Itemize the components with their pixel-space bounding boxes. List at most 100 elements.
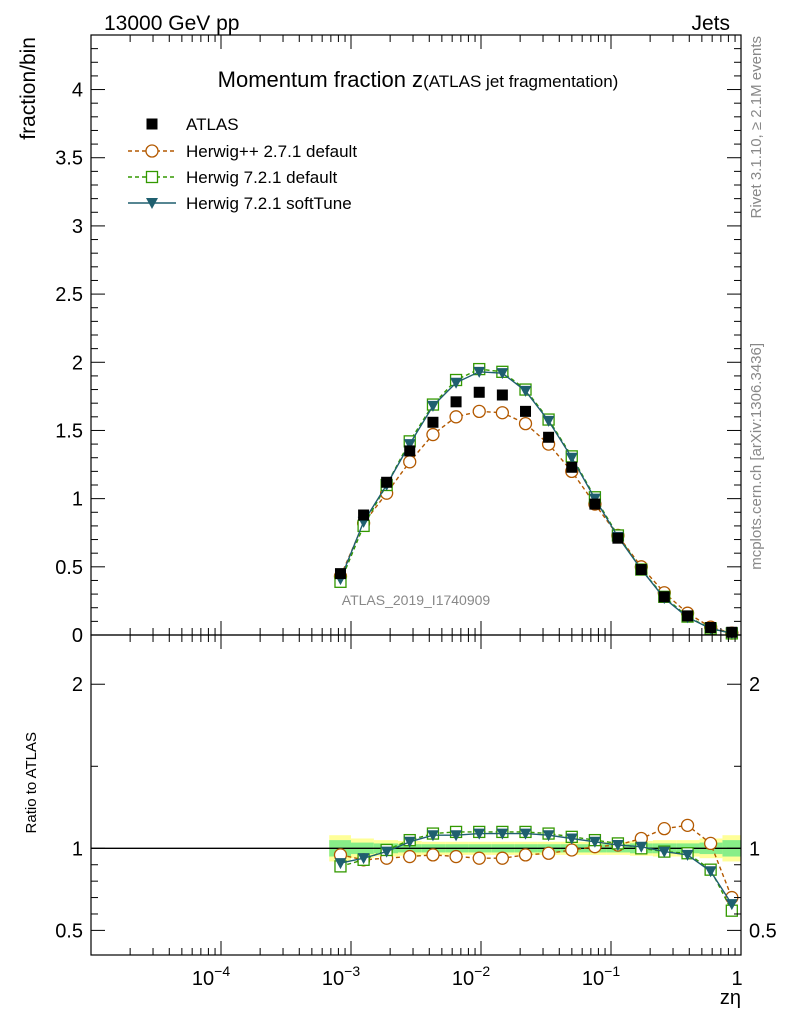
ratio-y-tick-label-right: 2: [749, 674, 760, 696]
main-herwig_softtune-point: [450, 377, 463, 389]
ratio-herwig_softtune-point: [450, 830, 463, 842]
main-herwig_pp-point: [403, 455, 417, 469]
main-herwig_softtune-point: [565, 452, 578, 464]
main-atlas-point: [682, 610, 694, 622]
main-y-tick-label: 1: [72, 489, 83, 511]
ratio-herwig_pp-line: [340, 824, 733, 898]
ratio-herwig_pp-point: [472, 851, 486, 865]
main-herwig_softtune-point: [519, 385, 532, 397]
x-tick-base: 10: [192, 968, 214, 990]
ratio-herwig_softtune-point: [611, 840, 624, 852]
main-atlas-point: [473, 386, 485, 398]
ratio-herwig_softtune-point: [725, 899, 738, 911]
ratio-herwig_pp-point: [703, 836, 718, 851]
x-tick-exponent: −1: [604, 963, 620, 979]
main-atlas-point: [658, 591, 670, 603]
ratio-y-tick-label-right: 1: [749, 838, 760, 860]
main-herwig_softtune-point: [496, 368, 509, 380]
x-tick-base: 10: [452, 968, 474, 990]
main-y-tick-label: 0: [72, 625, 83, 647]
collision-label: 13000 GeV pp: [104, 12, 239, 35]
x-tick-label: 10−1: [582, 963, 620, 990]
ratio-herwig_softtune-point: [635, 841, 648, 853]
ratio-herwig_softtune-point: [426, 830, 439, 842]
ratio-y-tick-label: 2: [72, 674, 83, 696]
x-tick-exponent: −4: [214, 963, 230, 979]
main-y-tick-label: 0.5: [55, 557, 83, 579]
rivet-info-label: Rivet 3.1.10, ≥ 2.1M events: [748, 36, 765, 219]
main-herwig_pp-point: [426, 427, 440, 442]
x-tick-base: 10: [322, 968, 344, 990]
legend: ATLAS Herwig++ 2.7.1 default Herwig 7.2.1 …: [128, 115, 357, 213]
main-atlas-point: [427, 416, 439, 428]
x-tick-label: 10−3: [322, 963, 360, 990]
main-atlas-point: [496, 389, 508, 401]
main-atlas-point: [520, 405, 532, 417]
ratio-herwig_pp-point: [426, 848, 440, 862]
main-atlas-point: [404, 445, 416, 457]
main-y-tick-label: 1.5: [55, 420, 83, 442]
x-tick-label: 1: [731, 968, 742, 990]
ratio-herwig_softtune-point: [588, 836, 601, 848]
main-title-sub: (ATLAS jet fragmentation): [423, 72, 618, 91]
main-atlas-point: [381, 476, 393, 488]
main-y-tick-label: 3: [72, 216, 83, 238]
watermark-label: ATLAS_2019_I1740909: [342, 592, 491, 608]
main-herwig_pp-point: [449, 410, 463, 424]
main-herwig_pp-point: [518, 416, 533, 431]
main-atlas-point: [450, 396, 462, 408]
ratio-panel: 0.5 0.51 12 2 10−4 10−3 10−2 10−1 1 Ratio to AT…: [23, 634, 777, 1009]
ratio-herwig_softtune-point: [334, 858, 347, 870]
ratio-herwig_softtune-point: [519, 828, 532, 840]
legend-marker-herwig_pp: [145, 144, 159, 158]
ratio-herwig_pp-point: [403, 849, 417, 864]
ratio-herwig_pp-point: [680, 818, 695, 833]
main-atlas-point: [635, 564, 647, 576]
x-tick-base: 1: [731, 968, 742, 990]
ratio-herwig_softtune-point: [704, 866, 717, 878]
ratio-herwig_softtune-point: [496, 828, 509, 840]
main-herwig_softtune-point: [473, 366, 486, 378]
main-atlas-point: [612, 532, 624, 544]
main-y-tick-label: 4: [72, 80, 83, 102]
ratio-herwig_softtune-point: [473, 828, 486, 840]
ratio-y-tick-label-right: 0.5: [749, 920, 777, 942]
main-herwig_pp-point: [495, 406, 510, 420]
ratio-herwig_pp-point: [518, 848, 533, 862]
process-label: Jets: [691, 12, 730, 35]
ratio-herwig_softtune-point: [681, 849, 694, 861]
ratio-herwig_softtune-point: [658, 846, 671, 858]
main-y-axis-label: fraction/bin: [17, 37, 40, 140]
ratio-y-tick-label: 0.5: [55, 920, 83, 942]
main-herwig_softtune-point: [426, 400, 439, 412]
ratio-y-axis-label: Ratio to ATLAS: [23, 732, 40, 833]
main-title: Momentum fraction z(ATLAS jet fragmentat…: [218, 67, 619, 92]
x-axis-label: zη: [720, 987, 741, 1009]
legend-label-herwig_softtune: Herwig 7.2.1 softTune: [186, 194, 352, 213]
main-atlas-point: [726, 626, 738, 638]
main-panel: 0 0.5 1 1.5 2 2.5 3 3.5 4 Momentum fraction z(AT…: [17, 34, 742, 647]
main-atlas-point: [358, 509, 370, 521]
x-tick-exponent: −3: [344, 963, 360, 979]
main-atlas-point: [334, 568, 346, 580]
legend-label-herwig_pp: Herwig++ 2.7.1 default: [186, 142, 357, 161]
ratio-herwig_softtune-point: [403, 836, 416, 848]
ratio-herwig_softtune-line: [340, 832, 733, 905]
ratio-y-tick-label: 1: [72, 838, 83, 860]
ratio-herwig_softtune-point: [380, 846, 393, 858]
main-atlas-point: [566, 461, 578, 473]
ratio-herwig_softtune-point: [542, 830, 555, 842]
ratio-herwig_pp-point: [449, 849, 463, 864]
x-tick-label: 10−4: [192, 963, 230, 990]
ratio-herwig_pp-point: [495, 851, 510, 865]
main-y-tick-label: 2: [72, 352, 83, 374]
ratio-frame: [90, 634, 742, 956]
x-tick-label: 10−2: [452, 963, 490, 990]
legend-label-atlas: ATLAS: [186, 115, 239, 134]
legend-marker-herwig_softtune: [146, 198, 158, 209]
main-herwig_pp-point: [472, 404, 486, 419]
ratio-herwig_softtune-point: [357, 853, 370, 865]
ratio-herwig_pp-point: [657, 821, 671, 836]
ratio-herwig_pp-point: [541, 846, 556, 860]
main-herwig_softtune-point: [542, 415, 555, 427]
